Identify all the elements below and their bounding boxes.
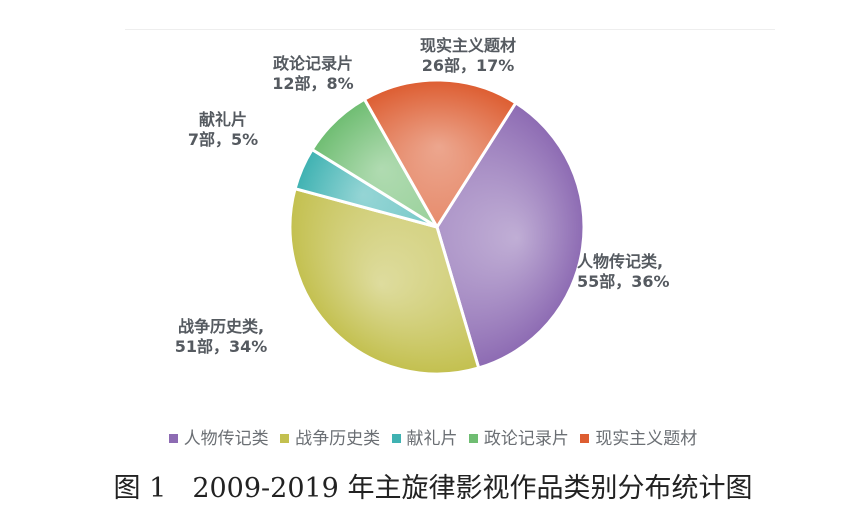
legend-item-xianshi: 现实主义题材 xyxy=(580,424,697,449)
legend-swatch-zhenglun xyxy=(468,434,478,443)
legend-swatch-zhanzheng xyxy=(280,434,290,443)
figure-caption: 图 1 2009-2019 年主旋律影视作品类别分布统计图 xyxy=(0,466,866,505)
legend-item-renwu: 人物传记类 xyxy=(168,424,269,449)
slice-label-zhenglun-value: 12部，8% xyxy=(272,74,353,93)
legend-swatch-renwu xyxy=(168,434,178,443)
pie-slices xyxy=(288,78,586,376)
legend-label-zhenglun: 政论记录片 xyxy=(483,429,569,449)
chart-legend: 人物传记类 战争历史类 献礼片 政论记录片 现实主义题材 xyxy=(0,424,866,449)
slice-label-zhanzheng-name: 战争历史类, xyxy=(178,317,264,336)
slice-label-renwu-name: 人物传记类, xyxy=(577,252,663,271)
pie-slice-xianshi xyxy=(362,78,518,229)
legend-item-xianli: 献礼片 xyxy=(391,424,458,449)
legend-item-zhenglun: 政论记录片 xyxy=(468,424,569,449)
slice-label-zhanzheng-value: 51部，34% xyxy=(175,337,268,356)
slice-label-xianshi-value: 26部，17% xyxy=(422,56,515,75)
legend-label-xianli: 献礼片 xyxy=(406,429,458,449)
legend-swatch-xianli xyxy=(391,434,401,443)
slice-label-xianshi-name: 现实主义题材 xyxy=(420,36,516,55)
legend-label-zhanzheng: 战争历史类 xyxy=(295,429,381,449)
legend-item-zhanzheng: 战争历史类 xyxy=(280,424,380,449)
legend-label-renwu: 人物传记类 xyxy=(183,429,269,449)
figure-title: 2009-2019 年主旋律影视作品类别分布统计图 xyxy=(192,473,753,504)
top-divider xyxy=(125,29,775,30)
slice-label-xianli-value: 7部，5% xyxy=(188,130,258,149)
pie-slice-zhanzheng xyxy=(288,187,481,376)
slice-label-xianli-name: 献礼片 xyxy=(199,110,247,129)
figure-number: 图 1 xyxy=(113,473,167,504)
legend-swatch-xianshi xyxy=(580,434,590,443)
slice-label-renwu-value: 55部，36% xyxy=(577,272,670,291)
legend-label-xianshi: 现实主义题材 xyxy=(595,429,698,449)
slice-label-zhenglun-name: 政论记录片 xyxy=(273,54,353,73)
